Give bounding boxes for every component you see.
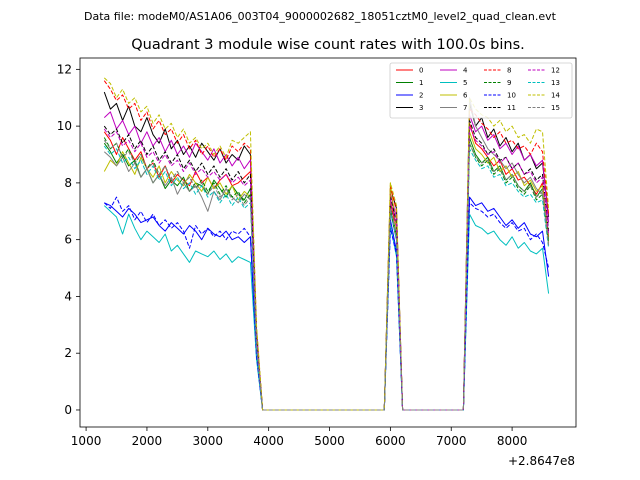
x-tick-label-2000: 2000 <box>132 434 163 448</box>
x-offset-label: +2.8647e8 <box>508 454 575 468</box>
legend-label-13: 13 <box>551 79 560 87</box>
x-tick-label-5000: 5000 <box>314 434 345 448</box>
legend-label-7: 7 <box>463 104 467 112</box>
series-line-14 <box>103 77 550 411</box>
x-tick-label-8000: 8000 <box>497 434 528 448</box>
legend-label-10: 10 <box>507 92 516 100</box>
axes: 1000 2000 3000 4000 5000 6000 7000 800002468101… <box>57 57 577 448</box>
y-tick-label-6: 6 <box>64 233 72 247</box>
chart-title: Quadrant 3 module wise count rates with … <box>131 37 525 53</box>
legend-label-12: 12 <box>551 67 560 75</box>
x-tick-label-1000: 1000 <box>71 434 102 448</box>
series-line-15 <box>103 140 550 411</box>
y-tick-label-4: 4 <box>64 289 72 303</box>
legend-box <box>389 62 573 119</box>
legend-label-3: 3 <box>419 104 423 112</box>
y-tick-label-2: 2 <box>64 346 72 360</box>
y-tick-label-10: 10 <box>57 119 72 133</box>
legend-label-2: 2 <box>419 92 423 100</box>
y-tick-label-8: 8 <box>64 176 72 190</box>
legend-label-9: 9 <box>507 79 511 87</box>
series-line-12 <box>103 125 550 411</box>
x-tick-label-7000: 7000 <box>436 434 467 448</box>
y-tick-label-12: 12 <box>57 62 72 76</box>
figure-suptitle: Data file: modeM0/AS1A06_003T04_90000026… <box>84 10 557 23</box>
legend-label-6: 6 <box>463 92 468 100</box>
x-tick-label-6000: 6000 <box>375 434 406 448</box>
legend-label-1: 1 <box>419 79 423 87</box>
legend-label-15: 15 <box>551 104 560 112</box>
legend-label-14: 14 <box>551 92 560 100</box>
y-tick-label-0: 0 <box>64 403 72 417</box>
legend-label-4: 4 <box>463 67 468 75</box>
x-tick-label-3000: 3000 <box>193 434 224 448</box>
series-group <box>103 77 550 411</box>
legend-label-5: 5 <box>463 79 467 87</box>
series-line-5 <box>103 205 550 411</box>
plot-area <box>103 77 550 411</box>
x-tick-label-4000: 4000 <box>253 434 284 448</box>
legend-label-0: 0 <box>419 67 423 75</box>
axes-frame <box>79 57 577 428</box>
series-line-13 <box>103 145 550 411</box>
legend-label-11: 11 <box>507 104 516 112</box>
legend-label-8: 8 <box>507 67 511 75</box>
